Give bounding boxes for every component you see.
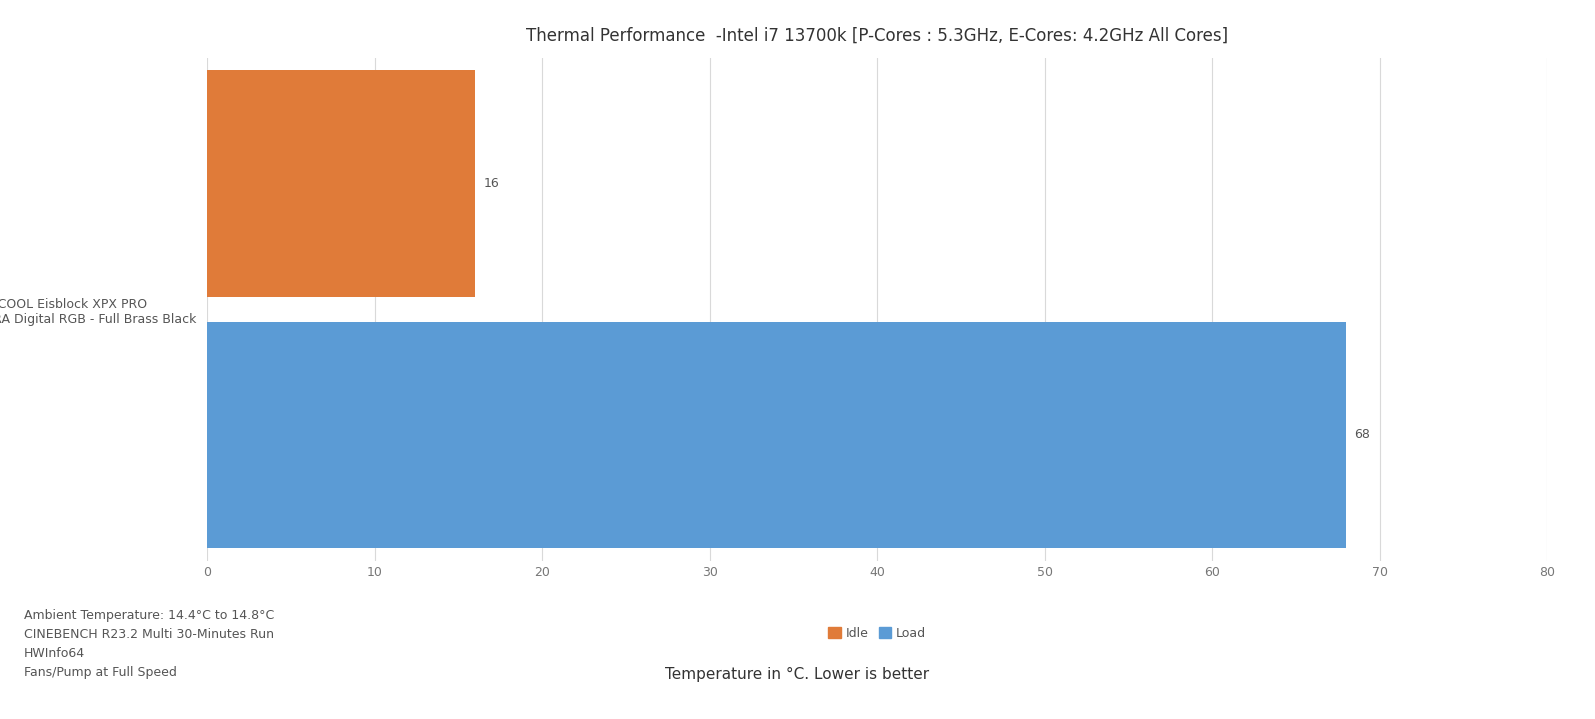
- Text: Ambient Temperature: 14.4°C to 14.8°C
CINEBENCH R23.2 Multi 30-Minutes Run
HWInf: Ambient Temperature: 14.4°C to 14.8°C CI…: [24, 610, 274, 679]
- Bar: [207, 70, 475, 296]
- Bar: [207, 322, 1346, 549]
- Text: 16: 16: [483, 177, 499, 190]
- Text: Temperature in °C. Lower is better: Temperature in °C. Lower is better: [665, 667, 930, 682]
- Legend: Idle, Load: Idle, Load: [823, 622, 931, 645]
- Title: Thermal Performance  -Intel i7 13700k [P-Cores : 5.3GHz, E-Cores: 4.2GHz All Cor: Thermal Performance -Intel i7 13700k [P-…: [526, 27, 1228, 45]
- Text: 68: 68: [1354, 429, 1370, 441]
